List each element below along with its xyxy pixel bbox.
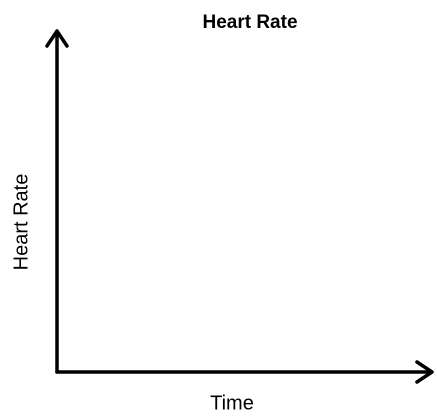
chart-title: Heart Rate <box>202 12 297 33</box>
x-axis-label: Time <box>210 392 254 414</box>
x-axis-arrow <box>415 360 434 384</box>
y-axis-label: Heart Rate <box>10 174 32 271</box>
y-axis-arrow <box>45 29 69 48</box>
